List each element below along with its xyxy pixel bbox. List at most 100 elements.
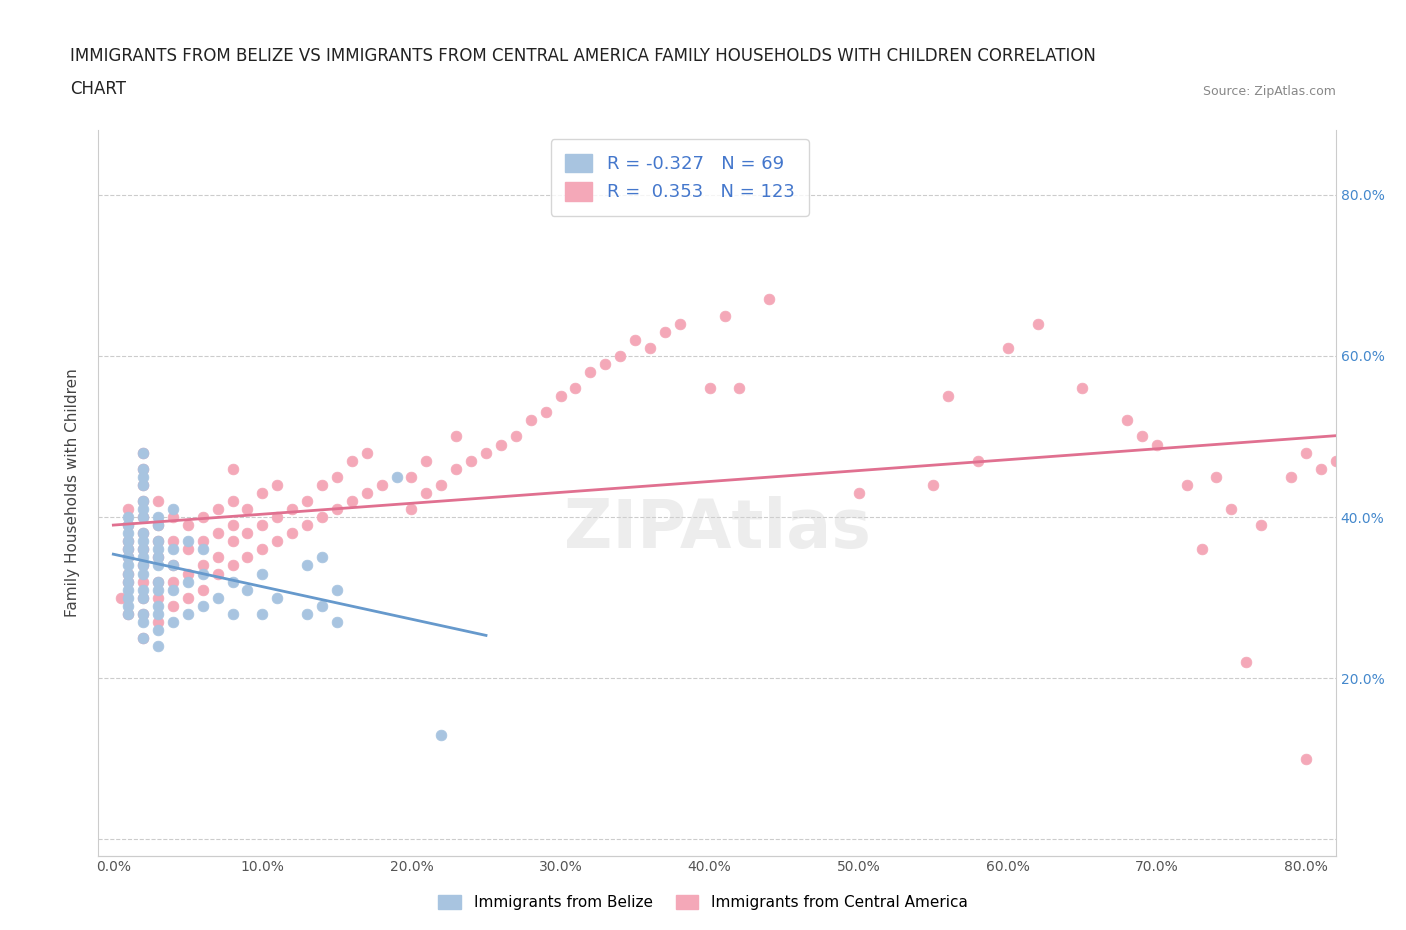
Point	[117, 550, 139, 565]
Point	[132, 606, 155, 621]
Point	[146, 606, 169, 621]
Point	[117, 525, 139, 540]
Point	[132, 445, 155, 460]
Point	[221, 574, 243, 589]
Point	[311, 550, 333, 565]
Point	[162, 582, 184, 597]
Point	[132, 606, 155, 621]
Point	[146, 582, 169, 597]
Point	[162, 501, 184, 516]
Point	[146, 534, 169, 549]
Text: CHART: CHART	[70, 80, 127, 98]
Text: Source: ZipAtlas.com: Source: ZipAtlas.com	[1202, 85, 1336, 98]
Point	[1295, 445, 1317, 460]
Point	[146, 550, 169, 565]
Point	[728, 380, 751, 395]
Point	[132, 461, 155, 476]
Point	[132, 477, 155, 492]
Point	[519, 413, 541, 428]
Point	[132, 582, 155, 597]
Point	[117, 606, 139, 621]
Point	[1340, 542, 1362, 557]
Point	[177, 606, 200, 621]
Point	[1295, 751, 1317, 766]
Point	[236, 525, 259, 540]
Point	[162, 542, 184, 557]
Point	[146, 591, 169, 605]
Text: ZIPAtlas: ZIPAtlas	[564, 497, 870, 562]
Point	[146, 550, 169, 565]
Point	[1130, 429, 1153, 444]
Point	[1205, 470, 1227, 485]
Point	[132, 631, 155, 645]
Point	[132, 534, 155, 549]
Point	[252, 606, 274, 621]
Point	[146, 574, 169, 589]
Point	[550, 389, 572, 404]
Point	[624, 332, 647, 347]
Point	[430, 477, 453, 492]
Point	[117, 591, 139, 605]
Point	[236, 582, 259, 597]
Point	[207, 566, 229, 581]
Point	[1026, 316, 1049, 331]
Point	[221, 606, 243, 621]
Point	[162, 534, 184, 549]
Point	[668, 316, 690, 331]
Point	[110, 591, 132, 605]
Point	[146, 622, 169, 637]
Point	[266, 534, 288, 549]
Point	[311, 477, 333, 492]
Point	[117, 518, 139, 533]
Point	[311, 510, 333, 525]
Point	[401, 501, 423, 516]
Point	[415, 485, 437, 500]
Point	[177, 566, 200, 581]
Point	[654, 325, 676, 339]
Point	[295, 518, 318, 533]
Point	[401, 470, 423, 485]
Point	[132, 542, 155, 557]
Point	[117, 598, 139, 613]
Point	[252, 542, 274, 557]
Legend: Immigrants from Belize, Immigrants from Central America: Immigrants from Belize, Immigrants from …	[430, 887, 976, 918]
Point	[177, 518, 200, 533]
Point	[146, 510, 169, 525]
Point	[221, 494, 243, 509]
Point	[146, 615, 169, 630]
Point	[132, 445, 155, 460]
Point	[132, 631, 155, 645]
Point	[132, 550, 155, 565]
Point	[609, 349, 631, 364]
Y-axis label: Family Households with Children: Family Households with Children	[65, 368, 80, 618]
Point	[221, 518, 243, 533]
Point	[162, 558, 184, 573]
Point	[997, 340, 1019, 355]
Point	[132, 525, 155, 540]
Point	[356, 445, 378, 460]
Point	[117, 542, 139, 557]
Point	[117, 582, 139, 597]
Point	[191, 566, 214, 581]
Point	[236, 550, 259, 565]
Point	[117, 534, 139, 549]
Point	[430, 727, 453, 742]
Point	[177, 591, 200, 605]
Point	[146, 558, 169, 573]
Point	[132, 574, 155, 589]
Point	[117, 574, 139, 589]
Point	[132, 566, 155, 581]
Point	[191, 510, 214, 525]
Point	[1279, 470, 1302, 485]
Point	[221, 534, 243, 549]
Point	[326, 615, 349, 630]
Point	[1354, 494, 1376, 509]
Point	[1191, 542, 1213, 557]
Point	[1369, 470, 1392, 485]
Point	[207, 591, 229, 605]
Point	[117, 542, 139, 557]
Point	[132, 615, 155, 630]
Point	[699, 380, 721, 395]
Point	[475, 445, 498, 460]
Point	[132, 461, 155, 476]
